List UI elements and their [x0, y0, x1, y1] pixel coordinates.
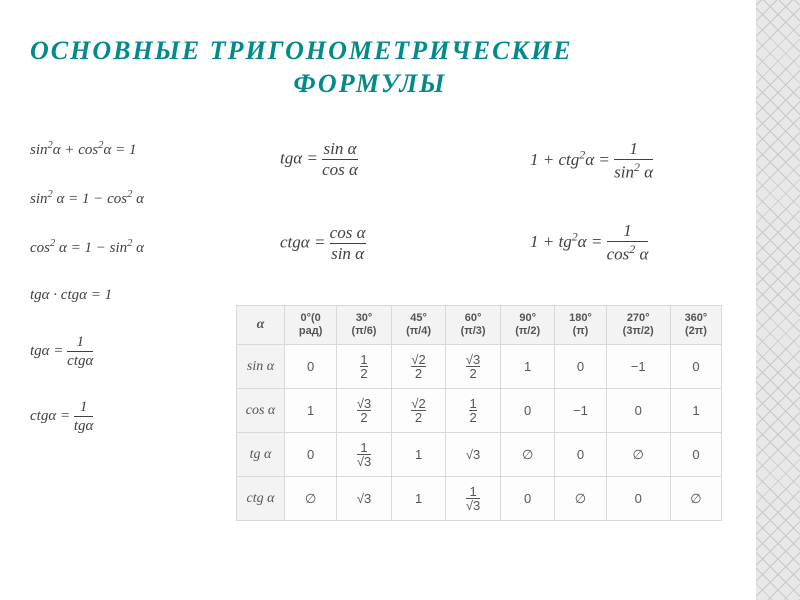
cell: −1 — [606, 345, 670, 389]
cell: 0 — [606, 477, 670, 521]
side-pattern — [756, 0, 800, 600]
cell: 0 — [555, 345, 606, 389]
col-90: 90°(π/2) — [500, 306, 555, 345]
col-alpha: α — [237, 306, 285, 345]
cell: √32 — [446, 345, 501, 389]
row-fn: tg α — [237, 433, 285, 477]
formula-ctg-recip: ctgα = 1tgα — [30, 399, 230, 434]
cell: 1√3 — [446, 477, 501, 521]
col-180: 180°(π) — [555, 306, 606, 345]
cell: 1 — [500, 345, 555, 389]
formula-ctg-def: ctgα = cos αsin α — [280, 224, 480, 263]
row-fn: sin α — [237, 345, 285, 389]
cell: ∅ — [285, 477, 337, 521]
cell: ∅ — [670, 477, 721, 521]
cell: ∅ — [500, 433, 555, 477]
formula-tg-ctg-product: tgα · ctgα = 1 — [30, 287, 230, 304]
formula-tg-def: tgα = sin αcos α — [280, 140, 480, 179]
cell: 1 — [391, 433, 446, 477]
formulas-column-left: sin2α + cos2α = 1 sin2 α = 1 − cos2 α co… — [30, 140, 230, 464]
table-row: tg α01√31√3∅0∅0 — [237, 433, 722, 477]
cell: 0 — [670, 433, 721, 477]
table-row: ctg α∅√311√30∅0∅ — [237, 477, 722, 521]
cell: 0 — [500, 477, 555, 521]
formula-pythagorean: sin2α + cos2α = 1 — [30, 140, 230, 159]
formula-tg-recip: tgα = 1ctgα — [30, 334, 230, 369]
cell: √3 — [337, 477, 392, 521]
cell: 12 — [446, 389, 501, 433]
trig-values-table: α 0°(0рад) 30°(π/6) 45°(π/4) 60°(π/3) 90… — [236, 305, 722, 521]
cell: 0 — [670, 345, 721, 389]
formula-tg-identity: 1 + tg2α = 1cos2 α — [530, 222, 730, 264]
col-360: 360°(2π) — [670, 306, 721, 345]
cell: √32 — [337, 389, 392, 433]
page-title: ОСНОВНЫЕ ТРИГОНОМЕТРИЧЕСКИЕ ФОРМУЛЫ — [30, 35, 710, 100]
cell: ∅ — [606, 433, 670, 477]
cell: 0 — [285, 345, 337, 389]
formula-cos2: cos2 α = 1 − sin2 α — [30, 238, 230, 257]
title-line-2: ФОРМУЛЫ — [30, 68, 710, 101]
row-fn: ctg α — [237, 477, 285, 521]
col-0: 0°(0рад) — [285, 306, 337, 345]
cell: 0 — [555, 433, 606, 477]
cell: √22 — [391, 345, 446, 389]
cell: 1√3 — [337, 433, 392, 477]
formulas-column-right: 1 + ctg2α = 1sin2 α 1 + tg2α = 1cos2 α — [530, 140, 730, 304]
formula-ctg-identity: 1 + ctg2α = 1sin2 α — [530, 140, 730, 182]
row-fn: cos α — [237, 389, 285, 433]
col-60: 60°(π/3) — [446, 306, 501, 345]
cell: 12 — [337, 345, 392, 389]
col-270: 270°(3π/2) — [606, 306, 670, 345]
cell: 1 — [670, 389, 721, 433]
col-45: 45°(π/4) — [391, 306, 446, 345]
formula-sin2: sin2 α = 1 − cos2 α — [30, 189, 230, 208]
table-header-row: α 0°(0рад) 30°(π/6) 45°(π/4) 60°(π/3) 90… — [237, 306, 722, 345]
title-line-1: ОСНОВНЫЕ ТРИГОНОМЕТРИЧЕСКИЕ — [30, 36, 573, 65]
cell: 0 — [500, 389, 555, 433]
formulas-column-mid: tgα = sin αcos α ctgα = cos αsin α — [280, 140, 480, 309]
table-row: cos α1√32√22120−101 — [237, 389, 722, 433]
cell: ∅ — [555, 477, 606, 521]
cell: √22 — [391, 389, 446, 433]
cell: 0 — [285, 433, 337, 477]
cell: 0 — [606, 389, 670, 433]
cell: √3 — [446, 433, 501, 477]
cell: 1 — [285, 389, 337, 433]
col-30: 30°(π/6) — [337, 306, 392, 345]
cell: 1 — [391, 477, 446, 521]
cell: −1 — [555, 389, 606, 433]
table-row: sin α012√22√3210−10 — [237, 345, 722, 389]
